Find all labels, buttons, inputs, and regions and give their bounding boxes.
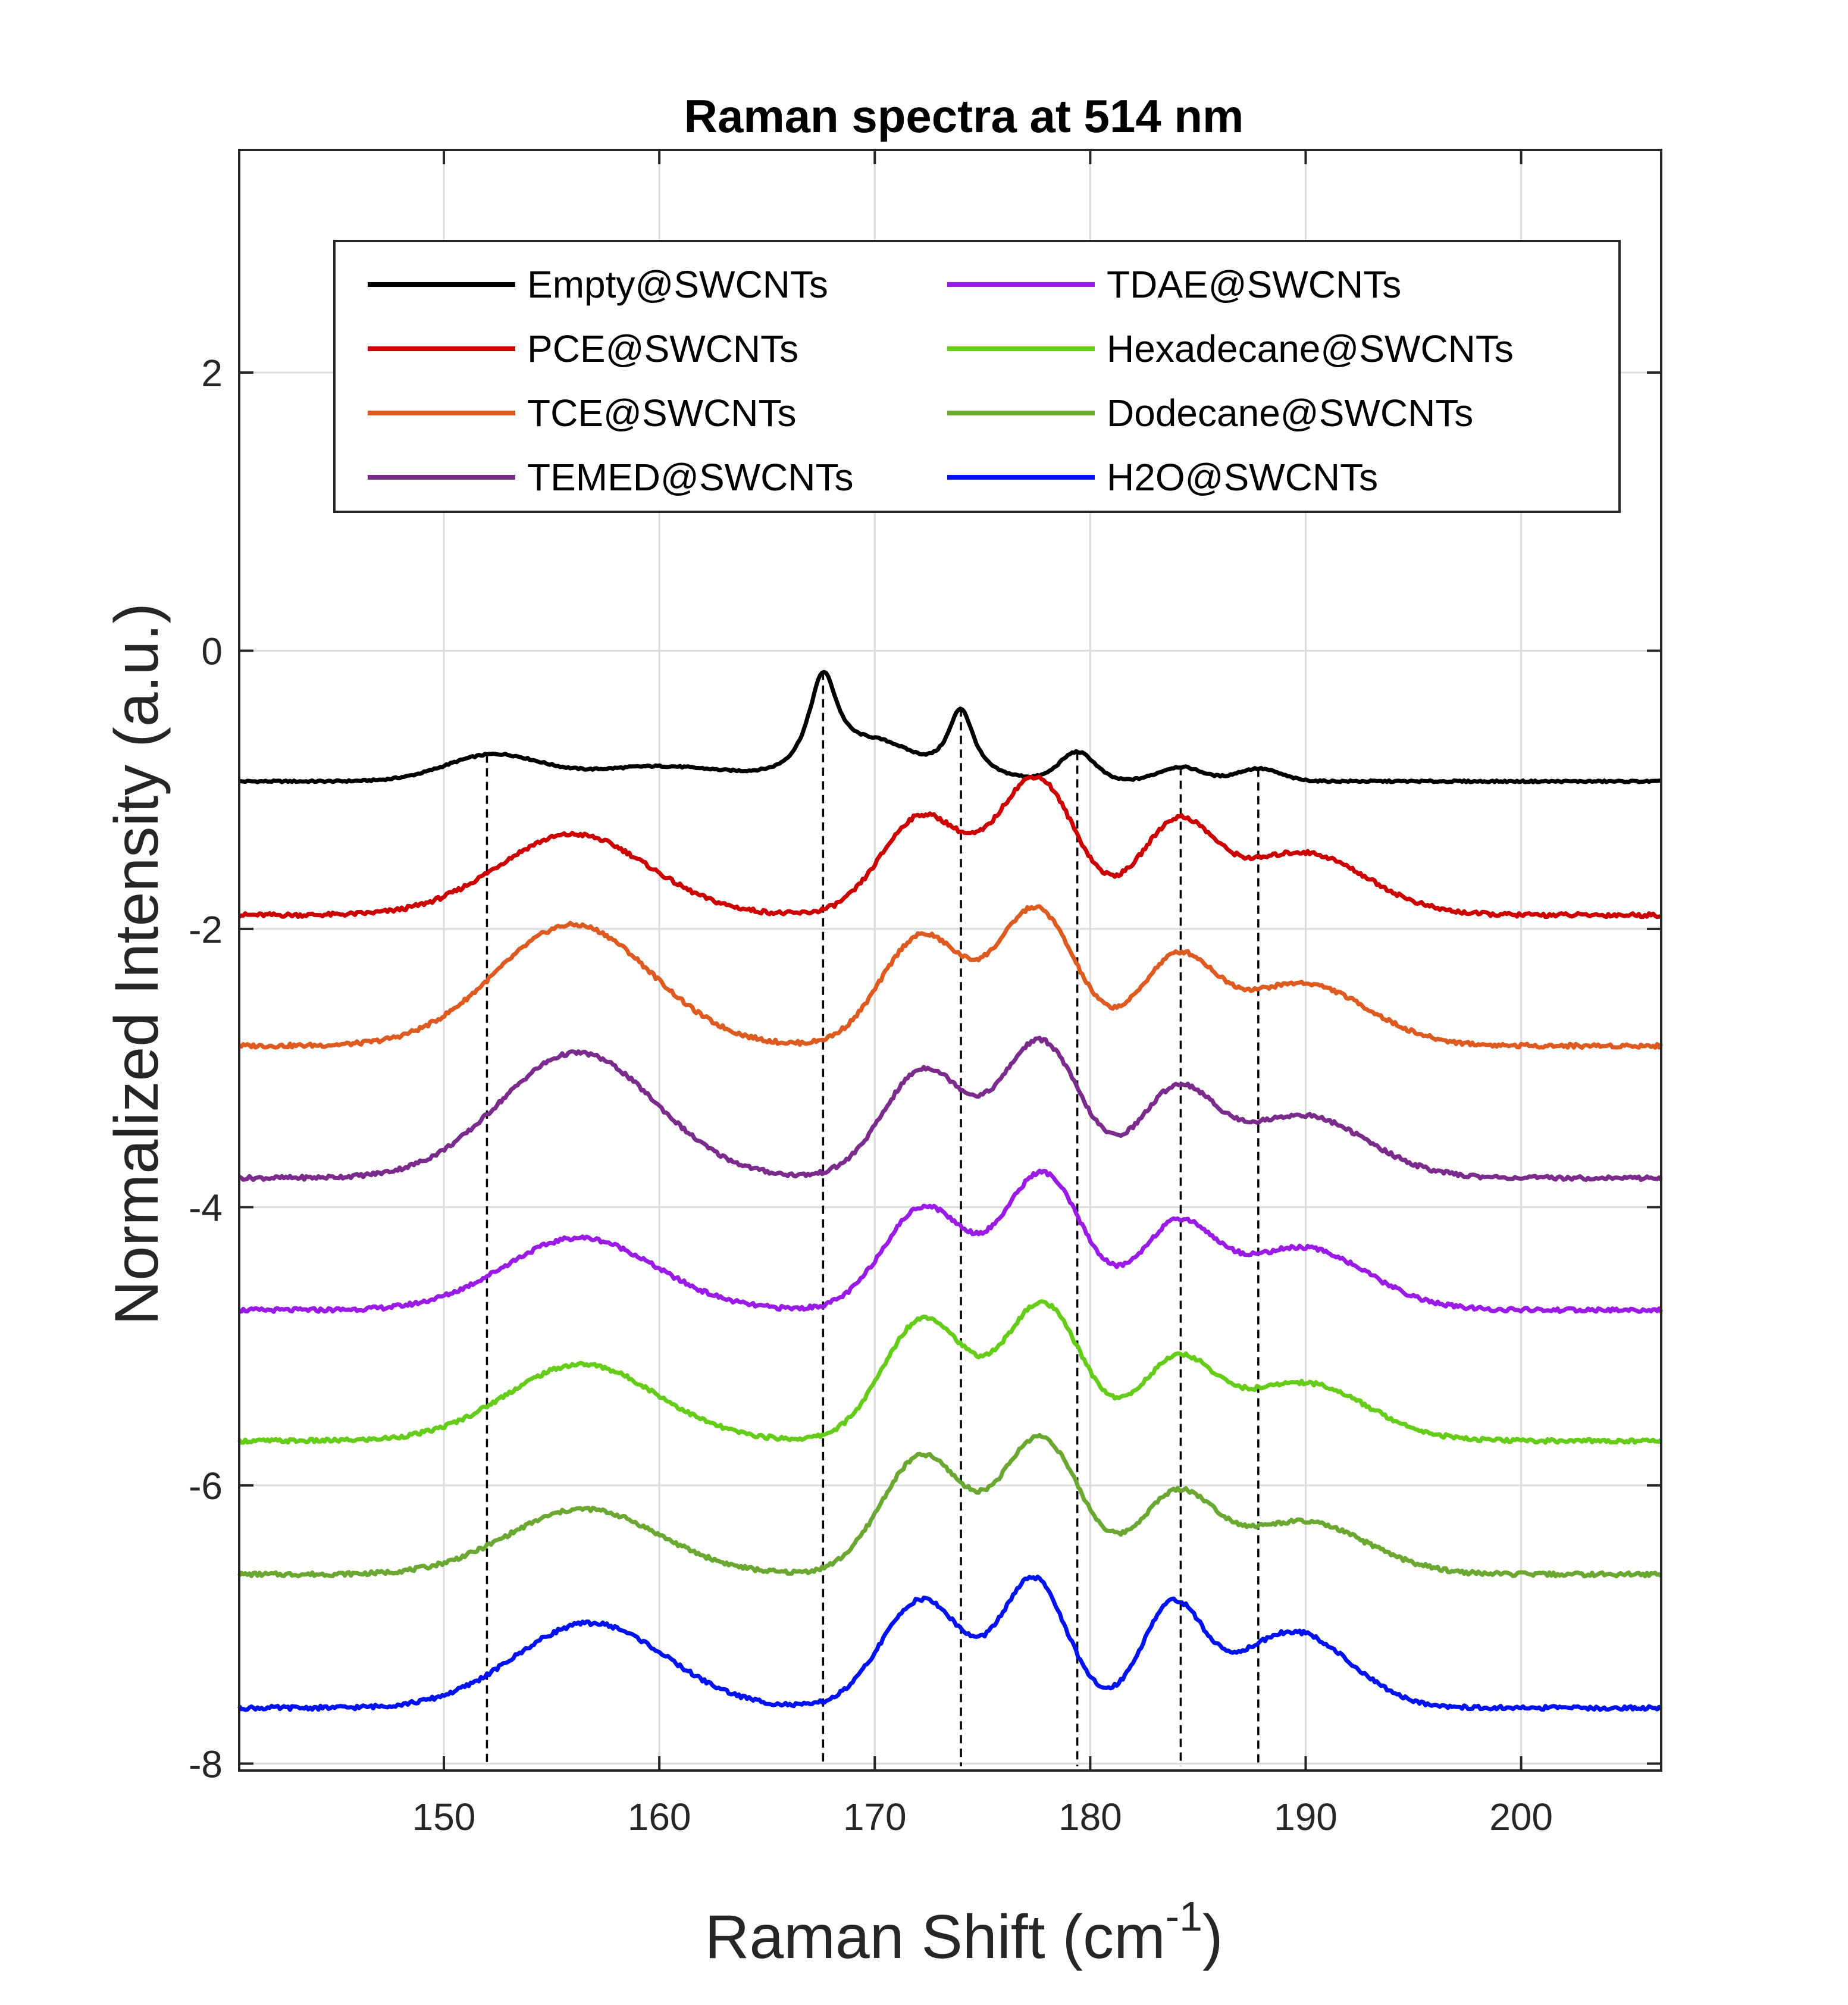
y-axis-label: Normalized Intensity (a.u.) bbox=[102, 603, 171, 1325]
x-tick-label: 200 bbox=[1489, 1796, 1553, 1838]
tick-marks bbox=[239, 150, 1661, 1771]
series-line bbox=[239, 904, 1664, 1050]
series-line bbox=[238, 1036, 1663, 1182]
x-tick-label: 150 bbox=[412, 1796, 476, 1838]
y-tick-label: -4 bbox=[189, 1186, 223, 1229]
y-tick-label: -2 bbox=[189, 908, 223, 951]
legend-label: PCE@SWCNTs bbox=[527, 327, 798, 370]
series-line bbox=[239, 1168, 1664, 1314]
legend-label: Empty@SWCNTs bbox=[527, 263, 828, 306]
x-axis-label-main: Raman Shift (cm bbox=[704, 1903, 1165, 1972]
series-line bbox=[237, 1432, 1663, 1579]
legend-label: H2O@SWCNTs bbox=[1107, 456, 1378, 499]
series-group bbox=[237, 670, 1664, 1712]
x-tick-label: 180 bbox=[1058, 1796, 1122, 1838]
series-line bbox=[237, 1299, 1663, 1445]
legend-label: Hexadecane@SWCNTs bbox=[1107, 327, 1514, 370]
x-axis-label: Raman Shift (cm-1) bbox=[704, 1893, 1223, 1972]
x-tick-label: 190 bbox=[1274, 1796, 1338, 1838]
x-axis-label-superscript: -1 bbox=[1166, 1893, 1202, 1940]
legend: Empty@SWCNTs PCE@SWCNTs TCE@SWCNTs TEMED@SW… bbox=[333, 240, 1621, 513]
series-line bbox=[237, 1574, 1663, 1712]
y-tick-label: 2 bbox=[201, 352, 223, 395]
reference-lines bbox=[486, 671, 1260, 1766]
legend-label: TCE@SWCNTs bbox=[527, 392, 797, 434]
chart-title: Raman spectra at 514 nm bbox=[684, 90, 1244, 142]
y-tick-label: 0 bbox=[201, 630, 223, 672]
x-tick-label: 160 bbox=[628, 1796, 691, 1838]
x-axis-label-end: ) bbox=[1202, 1903, 1223, 1972]
legend-label: Dodecane@SWCNTs bbox=[1107, 392, 1473, 434]
x-tick-label: 170 bbox=[843, 1796, 907, 1838]
y-tick-label: -6 bbox=[189, 1465, 223, 1507]
y-tick-labels: -8 -6 -4 -2 0 2 bbox=[189, 352, 223, 1785]
y-tick-label: -8 bbox=[189, 1743, 223, 1785]
legend-label: TDAE@SWCNTs bbox=[1107, 263, 1401, 306]
series-line bbox=[239, 670, 1662, 784]
plot-frame bbox=[238, 149, 1662, 1772]
series-line bbox=[238, 774, 1662, 919]
x-tick-labels: 150 160 170 180 190 200 bbox=[412, 1796, 1553, 1838]
legend-label: TEMED@SWCNTs bbox=[527, 456, 854, 499]
